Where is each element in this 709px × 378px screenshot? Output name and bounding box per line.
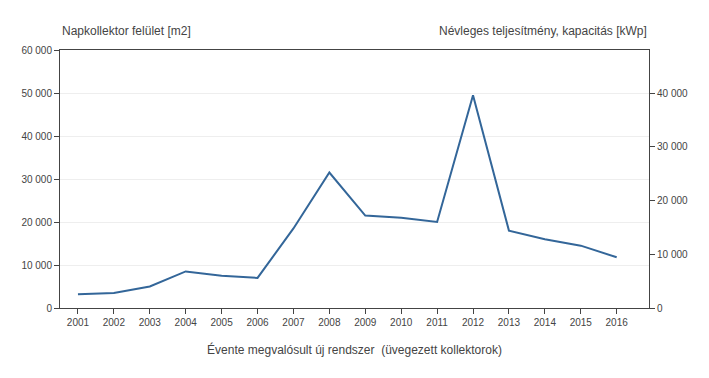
svg-text:2007: 2007 — [282, 317, 305, 328]
svg-text:2004: 2004 — [175, 317, 198, 328]
svg-text:2001: 2001 — [67, 317, 90, 328]
svg-text:10 000: 10 000 — [657, 249, 688, 260]
svg-text:2016: 2016 — [606, 317, 629, 328]
svg-text:20 000: 20 000 — [657, 195, 688, 206]
svg-text:2011: 2011 — [426, 317, 448, 328]
svg-text:30 000: 30 000 — [21, 174, 52, 185]
svg-text:2014: 2014 — [534, 317, 557, 328]
svg-text:2008: 2008 — [318, 317, 341, 328]
svg-text:20 000: 20 000 — [21, 217, 52, 228]
svg-text:0: 0 — [657, 303, 663, 314]
svg-text:2005: 2005 — [210, 317, 233, 328]
svg-text:Évente megvalósult új rendszer: Évente megvalósult új rendszer (üvegezet… — [207, 342, 502, 357]
svg-text:2012: 2012 — [462, 317, 485, 328]
svg-text:2010: 2010 — [390, 317, 413, 328]
svg-text:30 000: 30 000 — [657, 141, 688, 152]
svg-text:50 000: 50 000 — [21, 88, 52, 99]
svg-text:Névleges teljesítmény, kapacit: Névleges teljesítmény, kapacitás [kWp] — [439, 24, 647, 38]
svg-text:2003: 2003 — [139, 317, 162, 328]
svg-text:0: 0 — [46, 303, 52, 314]
svg-text:40 000: 40 000 — [21, 131, 52, 142]
svg-text:Napkollektor felület [m2]: Napkollektor felület [m2] — [62, 24, 191, 38]
svg-text:2006: 2006 — [246, 317, 269, 328]
svg-text:2015: 2015 — [570, 317, 593, 328]
svg-text:10 000: 10 000 — [21, 260, 52, 271]
svg-text:60 000: 60 000 — [21, 45, 52, 56]
svg-text:2002: 2002 — [103, 317, 126, 328]
svg-text:2013: 2013 — [498, 317, 521, 328]
svg-text:40 000: 40 000 — [657, 88, 688, 99]
svg-text:2009: 2009 — [354, 317, 377, 328]
